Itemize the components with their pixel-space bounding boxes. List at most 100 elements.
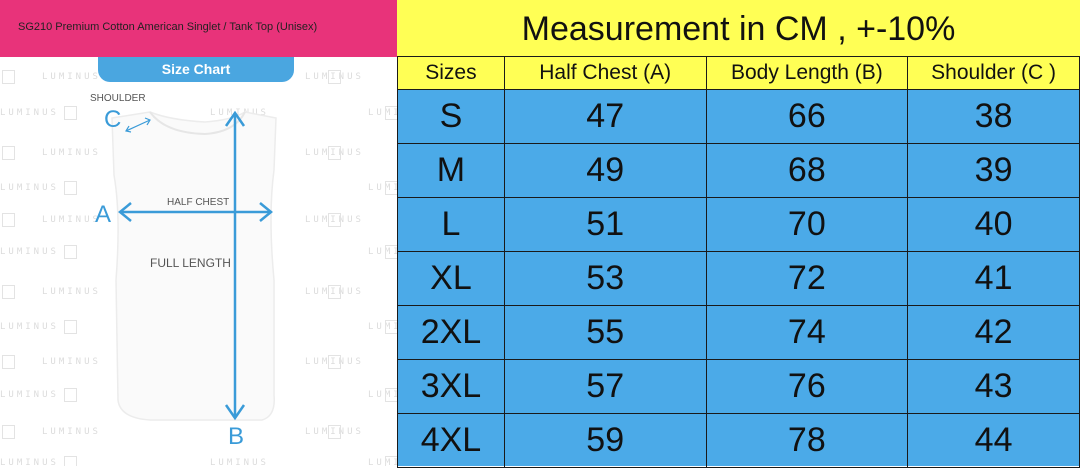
size-chart-panel: SG210 Premium Cotton American Singlet / …: [0, 0, 397, 466]
column-header: Body Length (B): [705, 56, 909, 90]
watermark-text: LUMINUS: [368, 183, 397, 193]
watermark-text: LUMINUS: [305, 72, 364, 82]
watermark-logo: [385, 245, 397, 259]
shoulder-letter: C: [104, 106, 121, 133]
table-row: S 47 66 38: [397, 89, 1080, 144]
watermark-logo: [328, 70, 341, 84]
watermark-logo: [2, 146, 15, 160]
watermark-logo: [328, 213, 341, 227]
watermark-text: LUMINUS: [0, 390, 59, 400]
watermark-text: LUMINUS: [0, 458, 59, 466]
measurement-cell: 39: [907, 143, 1080, 198]
watermark-logo: [385, 320, 397, 334]
watermark-text: LUMINUS: [305, 357, 364, 367]
measurement-cell: 38: [907, 89, 1080, 144]
table-row: 3XL 57 76 43: [397, 359, 1080, 414]
watermark-logo: [385, 106, 397, 120]
column-header: Sizes: [397, 56, 505, 90]
half-chest-label: HALF CHEST: [167, 197, 229, 208]
measurement-panel: Measurement in CM , +-10% Sizes Half Che…: [397, 0, 1080, 468]
watermark-logo: [385, 181, 397, 195]
watermark-logo: [328, 285, 341, 299]
size-cell: S: [397, 89, 505, 144]
watermark-text: LUMINUS: [210, 108, 269, 118]
watermark-logo: [385, 456, 397, 466]
size-cell: L: [397, 197, 505, 252]
column-header: Half Chest (A): [503, 56, 707, 90]
watermark-text: LUMINUS: [305, 287, 364, 297]
measurement-cell: 72: [705, 251, 909, 306]
watermark-text: LUMINUS: [368, 108, 397, 118]
measurement-cell: 44: [907, 413, 1080, 468]
watermark-text: LUMINUS: [42, 72, 101, 82]
watermark-text: LUMINUS: [42, 287, 101, 297]
watermark-logo: [64, 181, 77, 195]
full-length-label: FULL LENGTH: [150, 256, 231, 270]
watermark-text: LUMINUS: [210, 458, 269, 466]
watermark-text: LUMINUS: [0, 322, 59, 332]
watermark-text: LUMINUS: [368, 458, 397, 466]
measurement-table: Sizes Half Chest (A) Body Length (B) Sho…: [397, 56, 1080, 468]
measurement-cell: 68: [705, 143, 909, 198]
size-cell: XL: [397, 251, 505, 306]
watermark-text: LUMINUS: [305, 148, 364, 158]
watermark-text: LUMINUS: [368, 322, 397, 332]
watermark-text: LUMINUS: [0, 183, 59, 193]
measurement-cell: 55: [503, 305, 707, 360]
size-cell: 3XL: [397, 359, 505, 414]
watermark-text: LUMINUS: [42, 215, 101, 225]
watermark-text: LUMINUS: [368, 247, 397, 257]
watermark-logo: [2, 213, 15, 227]
watermark-text: LUMINUS: [42, 357, 101, 367]
product-title-bar: SG210 Premium Cotton American Singlet / …: [0, 0, 397, 57]
watermark-text: LUMINUS: [0, 108, 59, 118]
measurement-cell: 70: [705, 197, 909, 252]
watermark-text: LUMINUS: [305, 427, 364, 437]
measurement-cell: 76: [705, 359, 909, 414]
watermark-logo: [64, 320, 77, 334]
measurement-cell: 78: [705, 413, 909, 468]
shoulder-label: SHOULDER: [90, 93, 146, 104]
watermark-logo: [2, 285, 15, 299]
watermark-text: LUMINUS: [42, 427, 101, 437]
watermark-logo: [328, 355, 341, 369]
measurement-cell: 66: [705, 89, 909, 144]
watermark-logo: [64, 388, 77, 402]
watermark-text: LUMINUS: [368, 390, 397, 400]
measurement-cell: 43: [907, 359, 1080, 414]
measurement-cell: 49: [503, 143, 707, 198]
watermark-logo: [2, 355, 15, 369]
table-row: 4XL 59 78 44: [397, 413, 1080, 468]
size-chart-label: Size Chart: [98, 57, 294, 82]
table-row: M 49 68 39: [397, 143, 1080, 198]
watermark-logo: [385, 388, 397, 402]
measurement-cell: 42: [907, 305, 1080, 360]
measurement-cell: 41: [907, 251, 1080, 306]
size-cell: 4XL: [397, 413, 505, 468]
watermark-text: LUMINUS: [42, 148, 101, 158]
measurement-cell: 59: [503, 413, 707, 468]
size-cell: 2XL: [397, 305, 505, 360]
measurement-title: Measurement in CM , +-10%: [397, 0, 1080, 56]
watermark-text: LUMINUS: [305, 215, 364, 225]
table-row: L 51 70 40: [397, 197, 1080, 252]
watermark-logo: [64, 245, 77, 259]
full-length-letter: B: [228, 423, 244, 450]
table-row: 2XL 55 74 42: [397, 305, 1080, 360]
watermark-logo: [64, 456, 77, 466]
watermark-text: LUMINUS: [0, 247, 59, 257]
watermark-logo: [2, 425, 15, 439]
tank-top-diagram: SHOULDER C HALF CHEST A FULL LENGTH B: [90, 93, 277, 450]
measurement-cell: 51: [503, 197, 707, 252]
half-chest-letter: A: [95, 201, 111, 228]
measurement-cell: 57: [503, 359, 707, 414]
product-title: SG210 Premium Cotton American Singlet / …: [18, 21, 318, 33]
table-header-row: Sizes Half Chest (A) Body Length (B) Sho…: [397, 56, 1080, 90]
watermark-logo: [64, 106, 77, 120]
size-cell: M: [397, 143, 505, 198]
watermark-logo: [328, 146, 341, 160]
measurement-cell: 53: [503, 251, 707, 306]
watermark-logo: [328, 425, 341, 439]
measurement-cell: 47: [503, 89, 707, 144]
table-row: XL 53 72 41: [397, 251, 1080, 306]
